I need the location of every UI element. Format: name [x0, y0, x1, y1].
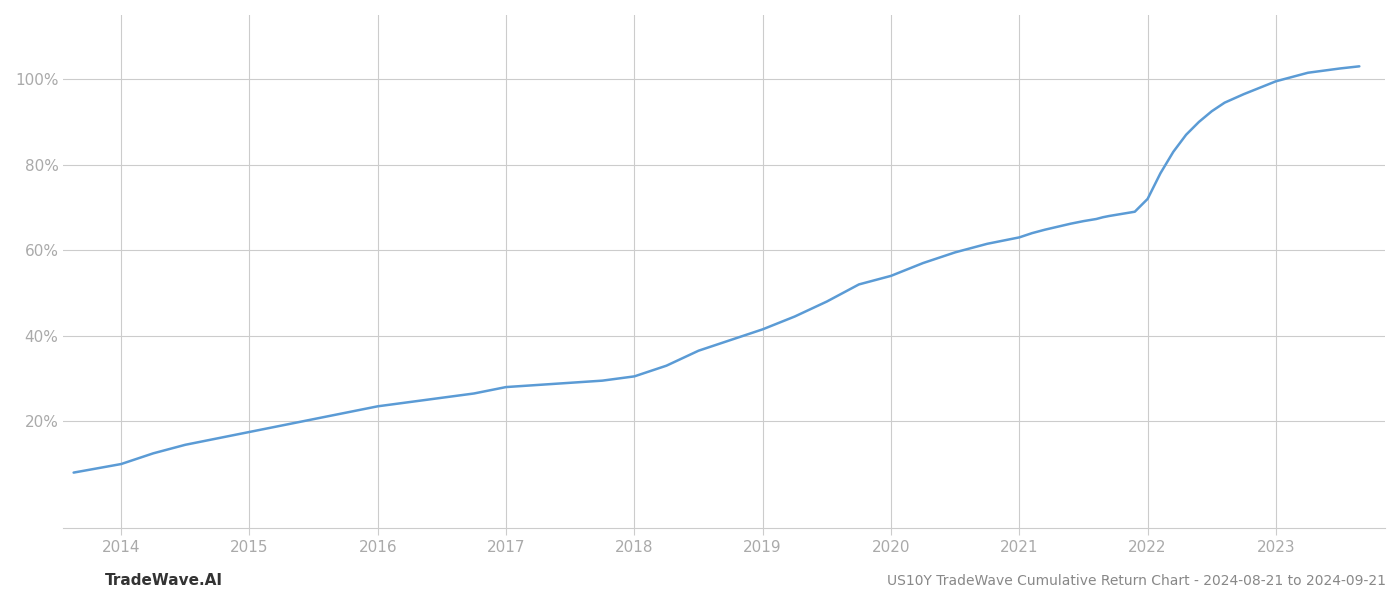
Text: US10Y TradeWave Cumulative Return Chart - 2024-08-21 to 2024-09-21: US10Y TradeWave Cumulative Return Chart …: [888, 574, 1386, 588]
Text: TradeWave.AI: TradeWave.AI: [105, 573, 223, 588]
